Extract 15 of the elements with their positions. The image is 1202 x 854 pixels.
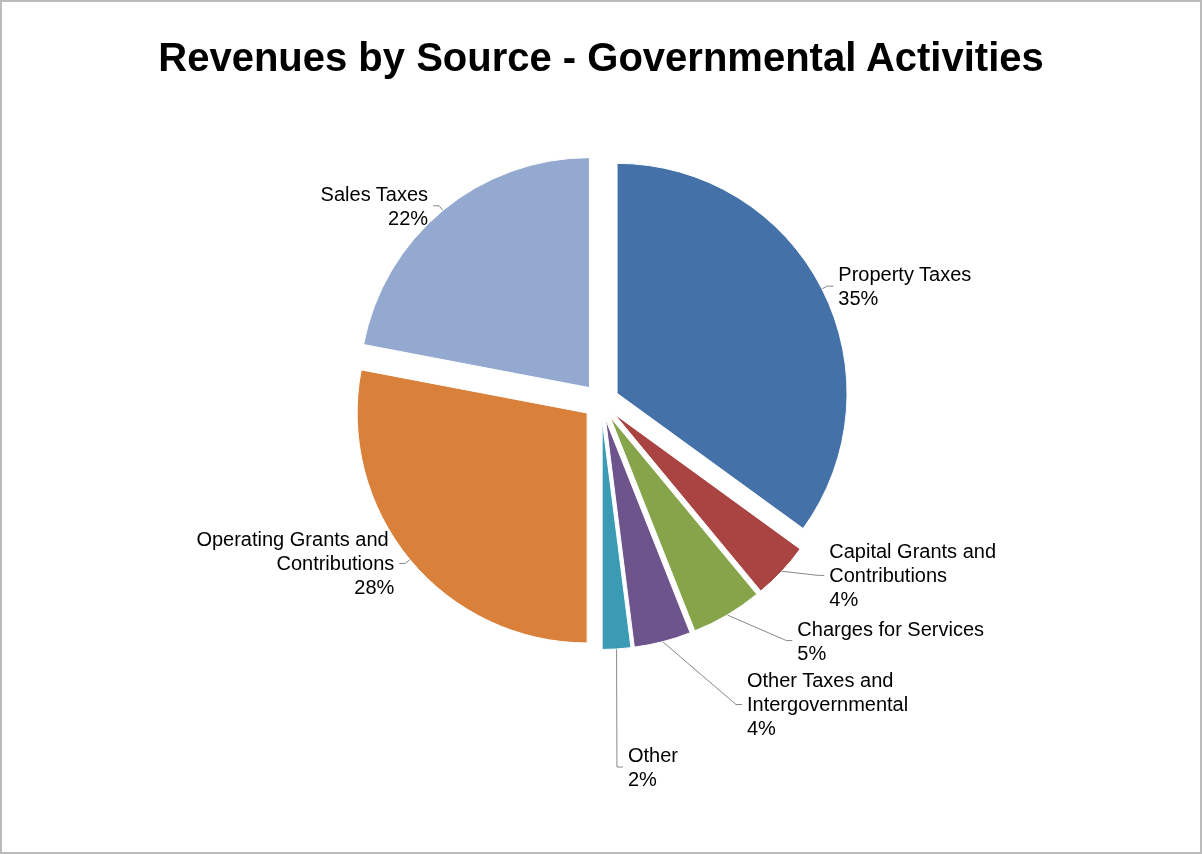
slice-label: Other [627,744,679,767]
slice-label: Capital Grants and Contributions [829,540,1002,587]
slice-label: Sales Taxes [320,182,429,205]
slice-label: Property Taxes [838,263,972,286]
data-label: 5% [797,641,827,664]
data-label: 28% [354,576,395,599]
slice-label: Operating Grants and Contributions [196,528,395,575]
slice-label: Charges for Services [797,617,985,640]
data-label: 4% [746,717,777,740]
data-label: 2% [627,768,658,791]
slice-label: Other Taxes and Intergovernmental [746,669,909,716]
data-label: 22% [388,206,429,229]
chart-title: Revenues by Source - Governmental Activities [158,35,1044,79]
data-label: 4% [829,588,859,611]
data-label: 35% [838,287,879,310]
